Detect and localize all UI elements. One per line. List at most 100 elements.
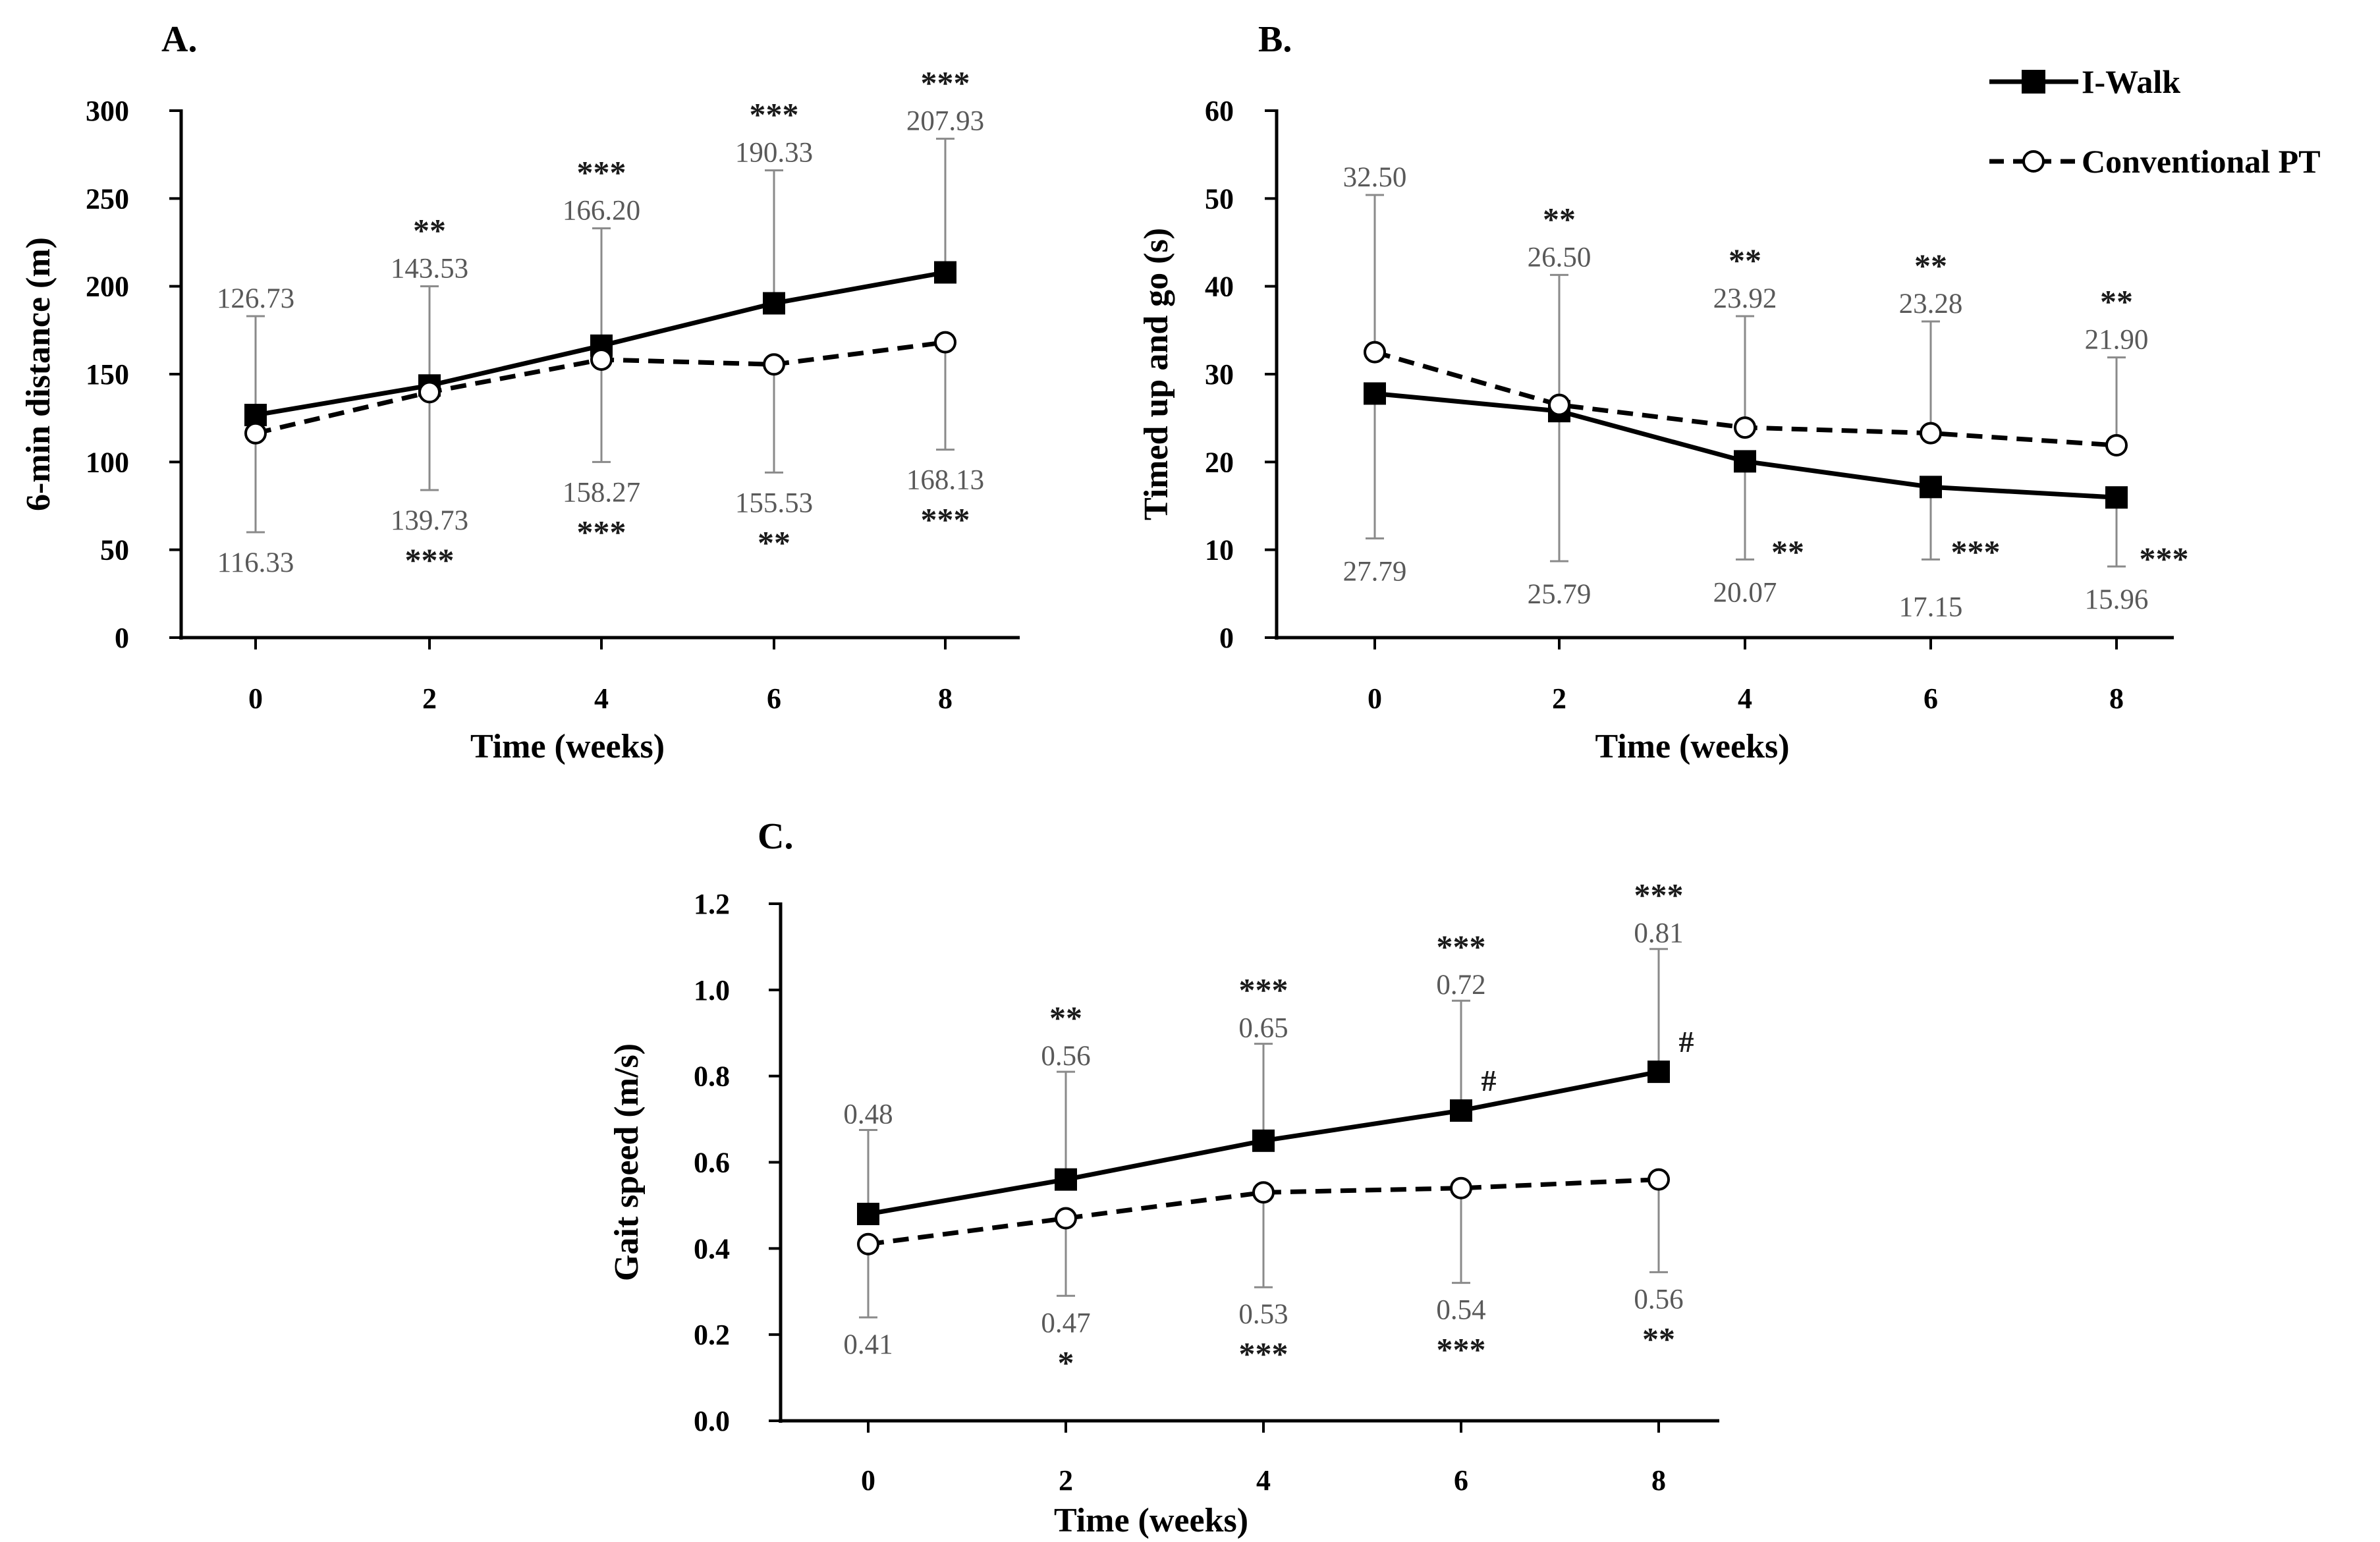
y-tick-label: 20 [1205, 446, 1234, 478]
x-tick-label: 0 [861, 1464, 875, 1497]
data-label: 17.15 [1899, 592, 1963, 622]
y-tick-label: 200 [86, 271, 129, 303]
x-tick-label: 4 [1738, 682, 1752, 715]
y-tick-label: 10 [1205, 534, 1234, 566]
data-label: 0.81 [1634, 918, 1683, 949]
data-point [1364, 341, 1386, 364]
data-point [934, 261, 956, 284]
data-label: 0.54 [1436, 1295, 1485, 1326]
x-tick-label: 8 [1651, 1464, 1666, 1497]
x-tick-label: 2 [1552, 682, 1566, 715]
significance-marker: *** [2140, 540, 2189, 577]
series-line-conventional [868, 1177, 1659, 1247]
data-point [1252, 1181, 1275, 1204]
data-label: 116.33 [217, 547, 294, 578]
data-point [763, 353, 785, 376]
significance-marker: ** [1914, 247, 1947, 284]
data-label: 158.27 [563, 477, 640, 508]
x-tick-label: 4 [594, 682, 609, 715]
y-tick-label: 0 [1219, 622, 1234, 654]
y-tick-label: 150 [86, 358, 129, 391]
data-point [857, 1232, 879, 1255]
data-point [1364, 382, 1386, 405]
significance-marker: *** [1239, 972, 1288, 1008]
data-label: 15.96 [2085, 584, 2149, 615]
data-point [244, 422, 267, 445]
y-tick-label: 0.4 [694, 1232, 730, 1265]
series-conventional: 116.33 139.73 *** 158.27 *** 155.53 ** 168.13 **… [217, 331, 984, 578]
chart-panel-2: B. 0 10 20 30 40 50 60 0 2 4 6 8 Time (weeks) Timed up… [1138, 19, 2189, 765]
y-tick-label: 0.0 [694, 1405, 730, 1437]
data-label: 27.79 [1343, 556, 1407, 587]
data-point [1055, 1168, 1077, 1191]
data-point [1734, 416, 1756, 439]
data-label: 126.73 [217, 283, 294, 314]
y-tick-label: 0.8 [694, 1060, 730, 1093]
significance-marker: *** [577, 154, 626, 191]
x-tick-label: 6 [767, 682, 781, 715]
significance-marker: *** [577, 513, 626, 550]
data-label: 207.93 [906, 106, 984, 137]
significance-marker: *** [1634, 877, 1684, 914]
significance-marker: ** [1543, 200, 1576, 237]
panel-label: C. [758, 816, 793, 857]
y-axis-title: Timed up and go (s) [1138, 228, 1175, 520]
data-label: 190.33 [735, 138, 813, 169]
data-label: 0.47 [1041, 1308, 1090, 1338]
x-tick-label: 6 [1454, 1464, 1468, 1497]
series-conventional: 32.50 26.50 ** 23.92 ** 23.28 ** 21.90 ** [1343, 162, 2148, 456]
data-label: 23.92 [1713, 283, 1777, 314]
x-axis-title: Time (weeks) [470, 728, 665, 765]
x-tick-label: 0 [248, 682, 263, 715]
data-point [590, 348, 613, 371]
data-point [1450, 1176, 1472, 1199]
x-tick-label: 8 [2109, 682, 2124, 715]
series-iwalk: 0.48 0.56 ** 0.65 *** 0.72 *** 0.81 *** [843, 877, 1684, 1225]
significance-marker: ** [1049, 999, 1082, 1036]
y-tick-label: 1.2 [694, 888, 730, 920]
x-axis-title: Time (weeks) [1054, 1502, 1248, 1539]
between-group-marker: # [1679, 1025, 1694, 1059]
data-label: 26.50 [1528, 242, 1591, 273]
y-tick-label: 0 [115, 622, 129, 654]
data-point [1734, 450, 1756, 473]
y-tick-label: 0.6 [694, 1147, 730, 1179]
data-label: 0.65 [1238, 1013, 1288, 1044]
significance-marker: ** [1729, 242, 1761, 279]
y-tick-label: 100 [86, 446, 129, 478]
data-point [1920, 422, 1942, 445]
significance-marker: *** [405, 541, 455, 578]
significance-marker: ** [1642, 1320, 1675, 1357]
legend-conventional-circle-icon [2022, 150, 2045, 173]
significance-marker: *** [1437, 1331, 1486, 1368]
y-axis-title: 6-min distance (m) [20, 237, 57, 511]
significance-marker: * [1058, 1344, 1074, 1381]
data-point [2105, 434, 2128, 456]
y-tick-label: 250 [86, 182, 129, 215]
significance-marker: ** [758, 524, 790, 561]
significance-marker: ** [2100, 283, 2133, 320]
data-label: 0.53 [1238, 1299, 1288, 1330]
data-label: 139.73 [391, 505, 468, 536]
series-iwalk: 27.79 25.79 20.07 ** 17.15 *** 15.96 *** [1343, 382, 2189, 622]
x-tick-label: 8 [938, 682, 953, 715]
significance-marker: *** [921, 65, 970, 101]
data-point [1055, 1207, 1077, 1230]
data-label: 32.50 [1343, 162, 1407, 193]
significance-marker: ** [413, 212, 446, 249]
chart-panel-3: C. 0.0 0.2 0.4 0.6 0.8 1.0 1.2 0 2 4 6 8 Time (weeks)… [608, 816, 1719, 1539]
y-axis-title: Gait speed (m/s) [608, 1043, 646, 1281]
data-point [1647, 1060, 1670, 1084]
y-tick-label: 40 [1205, 271, 1234, 303]
x-tick-label: 2 [1059, 1464, 1073, 1497]
data-label: 0.72 [1436, 970, 1485, 1001]
significance-marker: *** [1951, 533, 2001, 570]
x-tick-label: 4 [1256, 1464, 1271, 1497]
y-tick-label: 60 [1205, 95, 1234, 127]
legend-conventional-label: Conventional PT [2082, 143, 2321, 180]
x-tick-label: 6 [1923, 682, 1938, 715]
data-label: 143.53 [391, 254, 468, 285]
data-label: 0.48 [843, 1099, 893, 1130]
y-tick-label: 0.2 [694, 1319, 730, 1351]
significance-marker: *** [750, 96, 799, 133]
